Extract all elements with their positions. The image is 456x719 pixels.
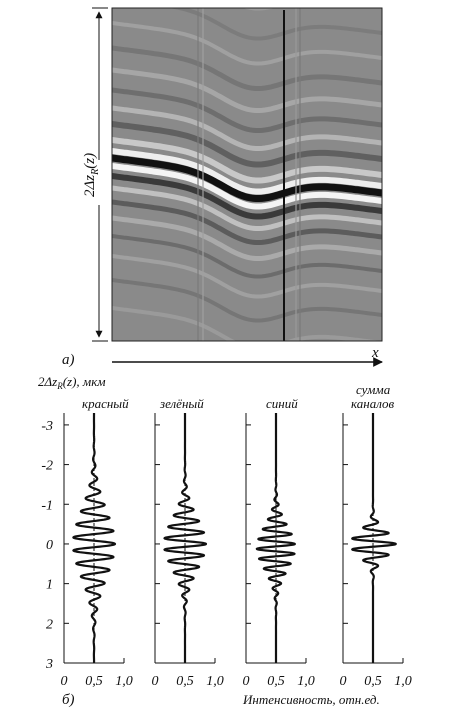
image-border [111,7,383,342]
channel-label-blue: синий [266,396,298,411]
x-tick-label: 1,0 [297,674,315,689]
x-tick-label: 0 [152,674,159,689]
y-tick-label: 0 [46,538,53,553]
x-axis-label: x [371,345,379,361]
x-tick-label: 0 [243,674,250,689]
profile-plot-2: 0 0,5 1,0 [243,412,315,689]
y-tick-label: 2 [46,617,53,632]
x-tick-label: 0 [340,674,347,689]
channel-label-sum-line1: сумма [356,382,391,397]
profile-plot-1: 0 0,5 1,0 [152,412,224,689]
x-tick-label: 0 [61,674,68,689]
panel-b: 2ΔzR(z), мкм красный зелёный синий сумма… [38,374,412,708]
channel-label-sum-line2: каналов [351,396,395,411]
panel-a-label: а) [62,352,75,368]
panel-b-label: б) [62,692,75,708]
y-tick-label: -2 [41,459,53,474]
y-tick-label: 1 [46,578,53,593]
intensity-curve [72,412,117,664]
intensity-curve [255,412,296,664]
profile-plot-3: 0 0,5 1,0 [340,412,412,689]
x-tick-label: 1,0 [115,674,133,689]
x-tick-label: 0,5 [176,674,194,689]
intensity-curve [351,412,397,664]
channel-label-red: красный [82,396,129,411]
x-axis-title: Интенсивность, отн.ед. [242,692,380,707]
interference-image [112,8,382,341]
vertical-dimension-label: 2ΔzR(z) [82,153,101,197]
intensity-curve [163,412,208,664]
y-axis-title: 2ΔzR(z), мкм [38,374,106,391]
x-tick-label: 0,5 [364,674,382,689]
x-tick-label: 0,5 [85,674,103,689]
x-tick-label: 0,5 [267,674,285,689]
x-tick-label: 1,0 [206,674,224,689]
channel-label-green: зелёный [159,396,204,411]
y-tick-label: 3 [45,657,53,672]
profile-plot-0: 0 0,5 1,0 [61,412,133,689]
profile-plots: 0 0,5 1,0 0 0,5 1,0 0 0,5 1,0 0 0,5 1,0 -3 -2 -1 0 1 2 3 [41,412,412,689]
panel-a: 2ΔzR(z) x а) [62,7,383,368]
y-tick-label: -1 [41,498,53,513]
y-tick-label: -3 [41,419,53,434]
x-tick-label: 1,0 [394,674,412,689]
